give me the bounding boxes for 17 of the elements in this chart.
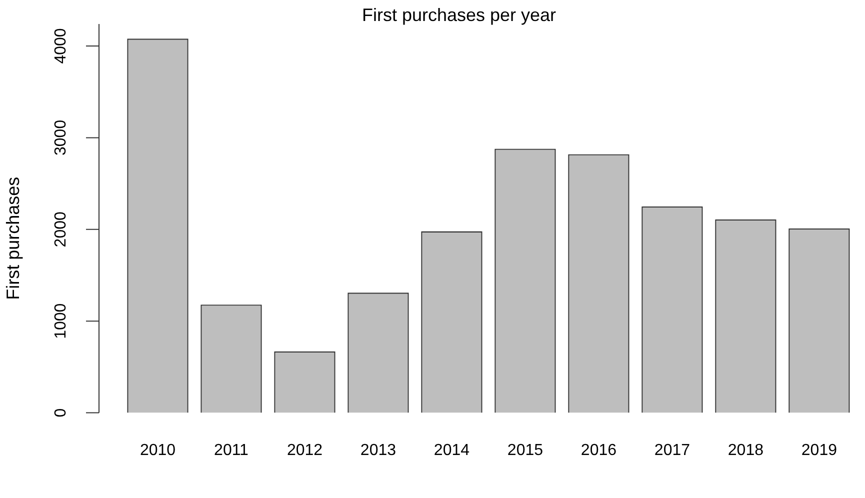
y-tick-label: 4000 — [52, 28, 70, 64]
y-tick-label: 2000 — [52, 212, 70, 248]
y-tick-label: 1000 — [52, 303, 70, 339]
chart-title: First purchases per year — [362, 4, 556, 25]
y-axis-title: First purchases — [2, 176, 23, 300]
x-tick-label: 2012 — [286, 442, 323, 459]
y-tick-label: 3000 — [52, 120, 70, 156]
y-tick-label: 0 — [52, 408, 70, 418]
x-tick-label: 2016 — [580, 442, 617, 459]
x-tick-label: 2013 — [360, 442, 396, 459]
x-tick-label: 2011 — [214, 442, 249, 459]
x-tick-label: 2017 — [654, 442, 690, 459]
x-tick-label: 2010 — [140, 442, 176, 459]
x-tick-label: 2014 — [434, 442, 470, 459]
x-tick-label: 2019 — [801, 442, 838, 459]
x-tick-label: 2018 — [728, 442, 764, 459]
x-tick-label: 2015 — [507, 442, 544, 459]
